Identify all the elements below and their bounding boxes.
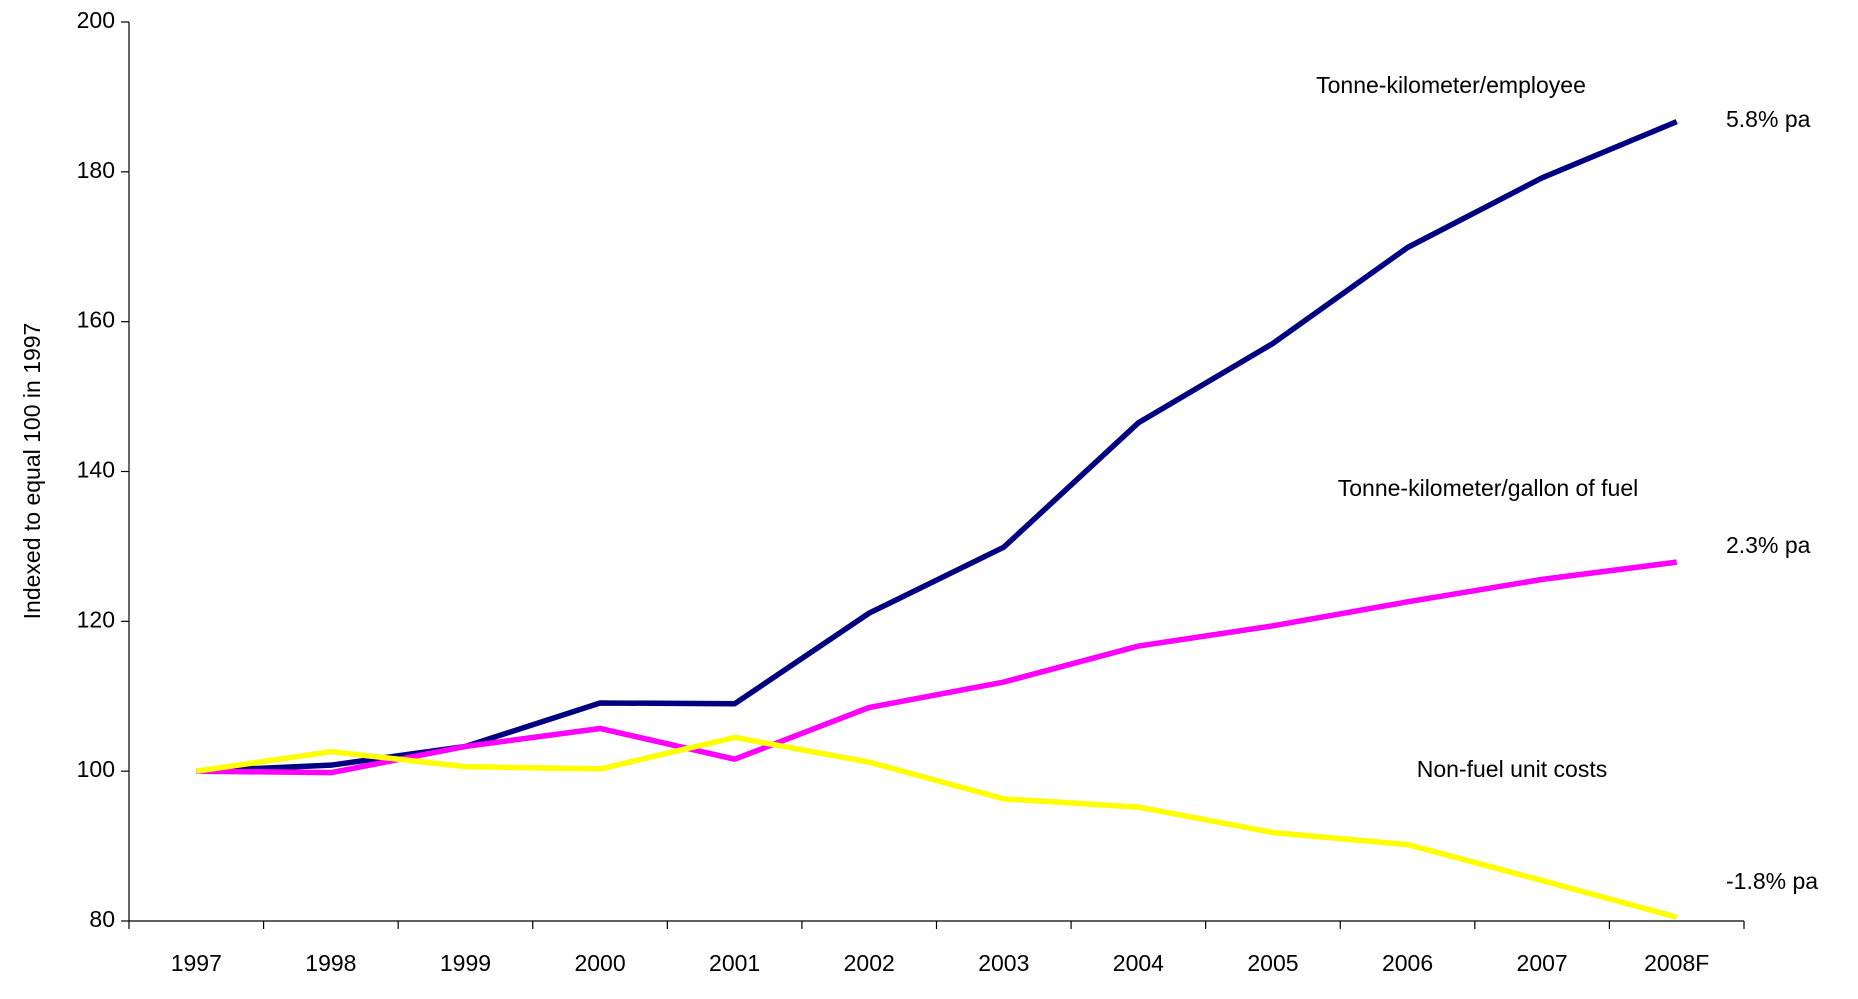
series-label: Tonne-kilometer/gallon of fuel xyxy=(1338,475,1638,501)
series-label: Tonne-kilometer/employee xyxy=(1316,72,1586,98)
x-tick-label: 1998 xyxy=(305,950,356,976)
x-tick-label: 2003 xyxy=(978,950,1029,976)
y-tick-label: 180 xyxy=(77,157,115,183)
x-tick-label: 2008F xyxy=(1644,950,1709,976)
y-tick-label: 200 xyxy=(77,7,115,33)
y-tick-label: 80 xyxy=(89,906,115,932)
y-tick-label: 160 xyxy=(77,307,115,333)
x-tick-label: 1999 xyxy=(440,950,491,976)
y-axis-label: Indexed to equal 100 in 1997 xyxy=(19,323,45,620)
x-tick-label: 2005 xyxy=(1247,950,1298,976)
series-line xyxy=(196,559,1678,776)
x-tick-label: 2000 xyxy=(574,950,625,976)
y-tick-label: 120 xyxy=(77,606,115,632)
x-tick-label: 2007 xyxy=(1517,950,1568,976)
x-tick-label: 2004 xyxy=(1113,950,1164,976)
y-tick-label: 100 xyxy=(77,756,115,782)
series-label: Non-fuel unit costs xyxy=(1417,756,1607,782)
x-tick-label: 2002 xyxy=(844,950,895,976)
y-tick-label: 140 xyxy=(77,457,115,483)
annotation: -1.8% pa xyxy=(1726,868,1818,894)
x-tick-label: 2006 xyxy=(1382,950,1433,976)
series-line xyxy=(195,734,1678,920)
series-line xyxy=(196,119,1678,774)
x-tick-label: 2001 xyxy=(709,950,760,976)
x-tick-label: 1997 xyxy=(171,950,222,976)
annotation: 5.8% pa xyxy=(1726,106,1811,132)
annotation: 2.3% pa xyxy=(1726,532,1811,558)
